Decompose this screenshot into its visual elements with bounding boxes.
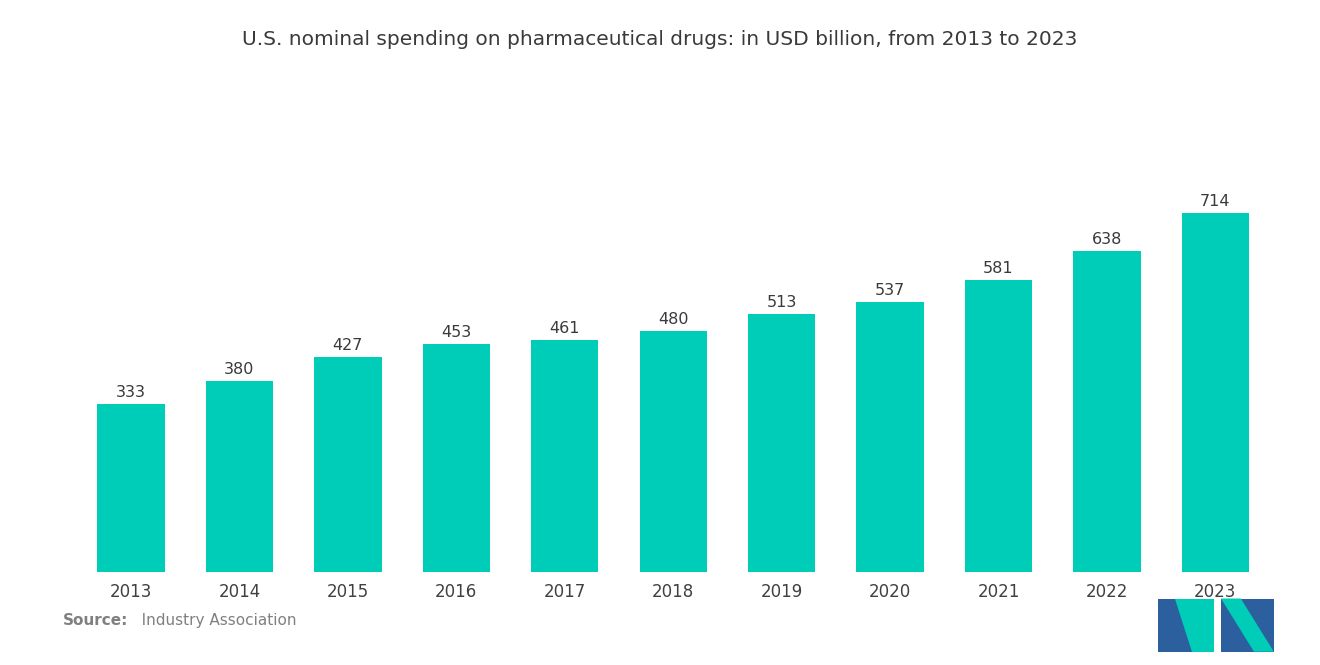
Text: 480: 480 [657,311,689,327]
Text: 537: 537 [875,283,906,298]
Bar [1073,251,1140,572]
Text: 581: 581 [983,261,1014,276]
Text: 427: 427 [333,338,363,353]
Text: 461: 461 [549,321,579,336]
Polygon shape [1175,598,1214,652]
Text: 333: 333 [116,386,147,400]
Text: 714: 714 [1200,194,1230,209]
Bar [422,344,490,572]
Text: Industry Association: Industry Association [127,613,296,628]
Polygon shape [1158,598,1210,652]
Text: 638: 638 [1092,232,1122,247]
Text: Source:: Source: [63,613,129,628]
Text: 453: 453 [441,325,471,340]
Bar [857,302,924,572]
Bar [1181,213,1249,572]
Polygon shape [1221,598,1274,652]
Bar [314,357,381,572]
Text: U.S. nominal spending on pharmaceutical drugs: in USD billion, from 2013 to 2023: U.S. nominal spending on pharmaceutical … [243,30,1077,49]
Bar [748,314,816,572]
Text: 380: 380 [224,362,255,377]
Bar [531,340,598,572]
Text: 513: 513 [767,295,797,310]
Bar [98,404,165,572]
Bar [965,280,1032,572]
Bar [640,331,706,572]
Bar [206,381,273,572]
Polygon shape [1221,598,1274,652]
